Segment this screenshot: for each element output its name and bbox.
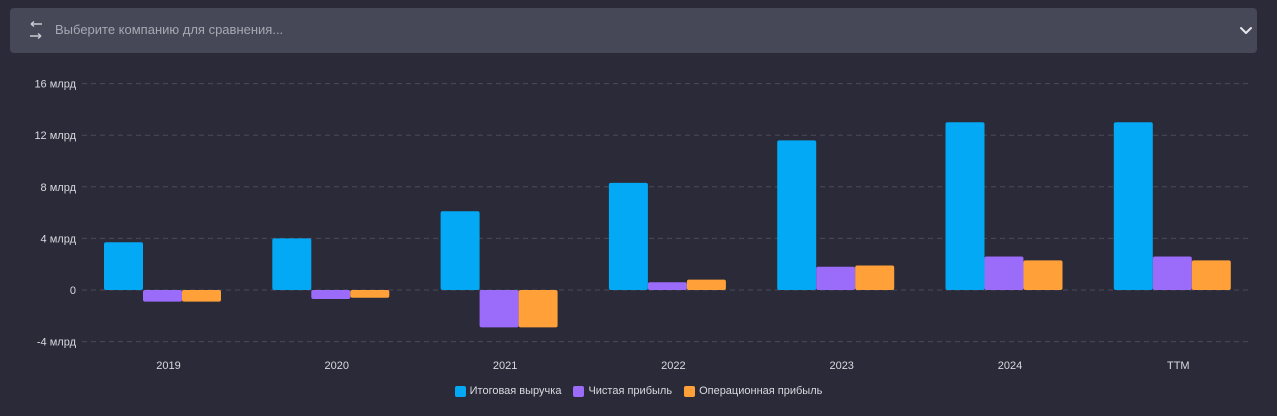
compare-company-select[interactable]: Выберите компанию для сравнения... (10, 8, 1257, 53)
y-tick-label: 4 млрд (41, 233, 77, 245)
x-tick-label: 2019 (156, 360, 180, 372)
bar-revenue-2020[interactable] (272, 238, 312, 290)
chart-legend: Итоговая выручка Чистая прибыль Операцио… (0, 385, 1277, 397)
chevron-down-icon[interactable] (1239, 25, 1253, 37)
y-tick-label: 16 млрд (34, 79, 76, 91)
bar-net-profit-2019[interactable] (143, 290, 182, 302)
legend-item-operating-profit[interactable]: Операционная прибыль (684, 385, 822, 397)
legend-label-operating-profit: Операционная прибыль (699, 385, 823, 397)
bar-operating-profit-2022[interactable] (686, 279, 726, 290)
legend-item-revenue[interactable]: Итоговая выручка (454, 385, 562, 397)
x-tick-label: 2024 (998, 360, 1022, 372)
x-tick-label: TTM (1167, 360, 1190, 372)
legend-swatch-revenue (454, 385, 466, 397)
legend-swatch-net-profit (573, 385, 585, 397)
bar-revenue-2023[interactable] (777, 140, 817, 290)
y-tick-label: -4 млрд (37, 337, 77, 349)
legend-item-net-profit[interactable]: Чистая прибыль (573, 385, 672, 397)
bar-operating-profit-2023[interactable] (855, 265, 895, 290)
bar-net-profit-ttm[interactable] (1152, 256, 1192, 290)
bar-operating-profit-2024[interactable] (1023, 260, 1063, 290)
bar-revenue-2022[interactable] (608, 182, 648, 290)
bar-revenue-ttm[interactable] (1113, 122, 1153, 290)
compare-placeholder: Выберите компанию для сравнения... (55, 22, 284, 37)
x-tick-label: 2023 (829, 360, 853, 372)
y-tick-label: 12 млрд (34, 130, 76, 142)
bar-net-profit-2020[interactable] (311, 290, 351, 300)
x-tick-label: 2020 (325, 360, 349, 372)
bar-net-profit-2023[interactable] (816, 266, 856, 290)
y-tick-label: 0 (70, 285, 76, 297)
bar-revenue-2019[interactable] (104, 242, 143, 290)
x-tick-label: 2022 (661, 360, 685, 372)
bar-revenue-2024[interactable] (945, 122, 985, 290)
legend-swatch-operating-profit (684, 385, 696, 397)
swap-arrows-icon (30, 21, 42, 40)
bar-operating-profit-2020[interactable] (350, 290, 390, 298)
bar-operating-profit-ttm[interactable] (1191, 260, 1231, 290)
x-tick-label: 2021 (493, 360, 517, 372)
bar-revenue-2021[interactable] (440, 211, 480, 290)
bar-net-profit-2022[interactable] (647, 282, 687, 290)
bar-net-profit-2024[interactable] (984, 256, 1024, 290)
bar-net-profit-2021[interactable] (479, 290, 519, 328)
bar-operating-profit-2021[interactable] (518, 290, 558, 328)
revenue-profit-chart: 16 млрд 12 млрд 8 млрд 4 млрд 0 -4 млрд 2019 20… (34, 79, 1252, 372)
legend-label-net-profit: Чистая прибыль (588, 385, 673, 397)
legend-label-revenue: Итоговая выручка (469, 385, 562, 397)
bar-operating-profit-2019[interactable] (182, 290, 221, 302)
y-tick-label: 8 млрд (41, 182, 77, 194)
